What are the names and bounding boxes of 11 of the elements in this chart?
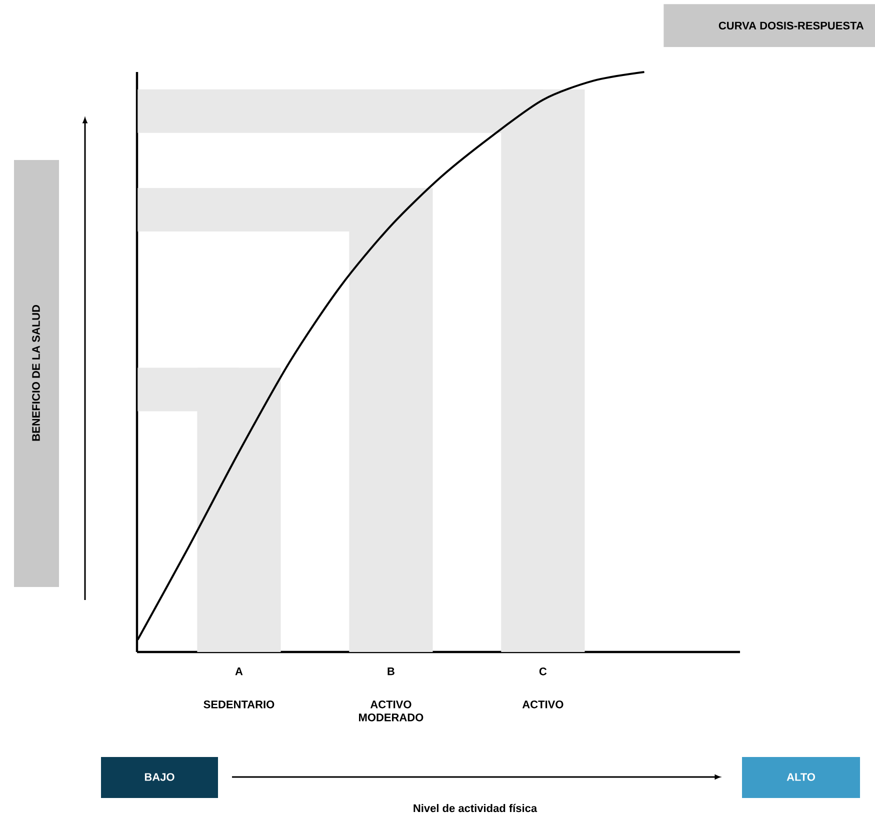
text: BAJO — [144, 773, 174, 781]
text: ALTO — [786, 773, 816, 781]
x-tick-label: C — [539, 668, 547, 676]
x-tick-label: B — [388, 668, 394, 676]
text: ACTIVO — [522, 700, 564, 708]
text: SEDENTARIO — [204, 700, 274, 708]
text: BENEFICIO DE LA SALUD — [32, 305, 40, 441]
text: Nivel de actividad física — [414, 804, 538, 812]
x-tick-label: A — [235, 668, 243, 676]
text: CURVA DOSIS-RESPUESTA — [718, 22, 864, 30]
text: ACTIVO MODERADO — [359, 700, 424, 722]
